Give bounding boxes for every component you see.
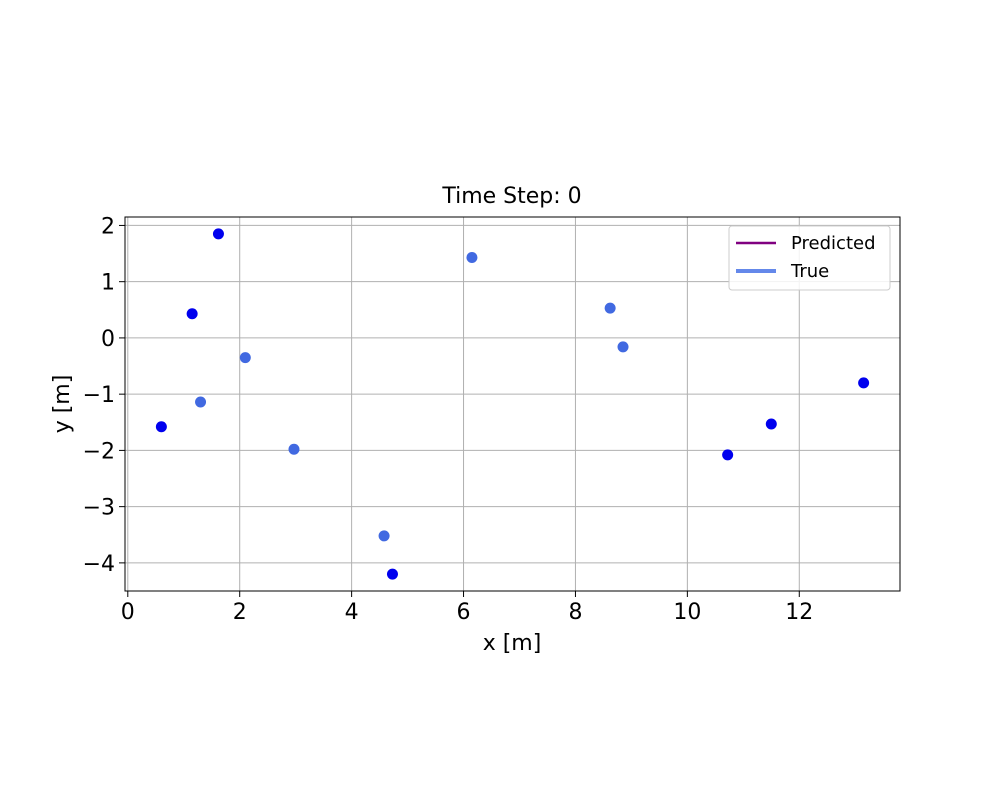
legend: Predicted True bbox=[728, 225, 891, 291]
data-point-s1-6 bbox=[617, 341, 629, 353]
data-point-s1-4 bbox=[466, 251, 478, 263]
data-point-s1-0 bbox=[239, 352, 251, 364]
data-point-s1-5 bbox=[604, 302, 616, 314]
y-tick-label: −4 bbox=[83, 552, 115, 577]
y-tick-label: 2 bbox=[101, 214, 115, 239]
y-tick-label: −1 bbox=[83, 383, 115, 408]
chart-title: Time Step: 0 bbox=[441, 184, 581, 209]
x-axis-label: x [m] bbox=[483, 631, 542, 656]
plot-area-frame bbox=[124, 216, 901, 592]
data-point-s1-3 bbox=[378, 530, 390, 542]
legend-label-predicted: Predicted bbox=[791, 233, 876, 254]
x-tick-label: 10 bbox=[673, 600, 701, 625]
x-tick-label: 6 bbox=[457, 600, 471, 625]
y-tick-label: 1 bbox=[101, 271, 115, 296]
data-point-s0-5 bbox=[765, 418, 777, 430]
data-point-s0-3 bbox=[386, 568, 398, 580]
data-point-s0-4 bbox=[722, 449, 734, 461]
data-point-s0-2 bbox=[155, 421, 167, 433]
grid-lines bbox=[125, 217, 900, 591]
x-tick-label: 8 bbox=[568, 600, 582, 625]
y-tick-label: 0 bbox=[101, 327, 115, 352]
y-tick-label: −3 bbox=[83, 496, 115, 521]
x-tick-label: 4 bbox=[345, 600, 359, 625]
data-point-s0-6 bbox=[858, 377, 870, 389]
data-points bbox=[155, 228, 870, 580]
x-tick-label: 2 bbox=[233, 600, 247, 625]
x-tick-label: 0 bbox=[121, 600, 135, 625]
data-point-s0-0 bbox=[212, 228, 224, 240]
data-point-s1-1 bbox=[195, 396, 207, 408]
legend-label-true: True bbox=[790, 261, 829, 282]
y-axis-label: y [m] bbox=[50, 375, 75, 434]
data-point-s0-1 bbox=[186, 308, 198, 320]
y-tick-label: −2 bbox=[83, 439, 115, 464]
data-point-s1-2 bbox=[288, 443, 300, 455]
x-tick-label: 12 bbox=[785, 600, 813, 625]
